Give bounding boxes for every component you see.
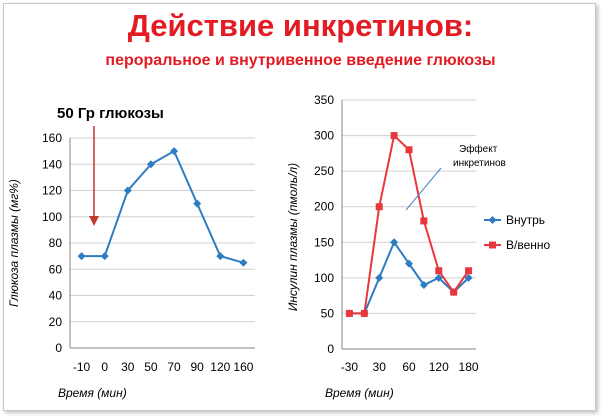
insulin-oral-point <box>405 259 413 268</box>
glucose-y-tick: 100 <box>42 210 62 224</box>
insulin-iv-point <box>450 288 458 296</box>
insulin-iv-point <box>360 309 368 317</box>
glucose-x-tick: 70 <box>167 360 181 374</box>
glucose-y-axis-title: Глюкоза плазмы (мг%) <box>7 179 21 307</box>
insulin-y-tick: 150 <box>314 235 334 249</box>
insulin-annotation-callout <box>405 167 442 211</box>
insulin-y-tick: 100 <box>314 271 334 285</box>
insulin-oral-point <box>434 273 443 282</box>
insulin-iv-point <box>435 267 443 275</box>
insulin-y-tick: 300 <box>314 129 334 143</box>
glucose-y-tick: 60 <box>49 262 63 276</box>
insulin-y-tick: 200 <box>314 200 334 214</box>
insulin-x-axis-title: Время (мин) <box>325 386 394 400</box>
insulin-iv-point <box>420 217 428 225</box>
insulin-iv-point <box>375 203 383 211</box>
glucose-point <box>77 252 86 261</box>
glucose-x-axis-title: Время (мин) <box>58 386 127 400</box>
insulin-y-tick: 250 <box>314 164 334 178</box>
glucose-point <box>216 252 225 261</box>
insulin-oral-point <box>464 273 473 282</box>
glucose-y-tick: 80 <box>49 236 63 250</box>
insulin-y-tick: 50 <box>321 306 335 320</box>
glucose-arrow-head <box>89 216 99 226</box>
insulin-x-tick: 60 <box>402 360 416 374</box>
insulin-y-tick: 350 <box>314 93 334 107</box>
glucose-point <box>239 258 248 267</box>
glucose-point <box>170 147 179 156</box>
insulin-x-tick: 180 <box>459 360 479 374</box>
glucose-y-tick: 40 <box>49 289 63 303</box>
insulin-y-axis-title: Инсулин плазмы (пмоль/л) <box>286 163 300 311</box>
insulin-annotation-line-1: Эффект <box>459 143 498 155</box>
glucose-y-tick: 120 <box>42 184 62 198</box>
glucose-point <box>123 186 132 195</box>
glucose-point <box>193 199 202 208</box>
glucose-y-tick: 0 <box>55 341 62 355</box>
glucose-x-tick: -10 <box>73 360 91 374</box>
glucose-y-tick: 20 <box>49 315 63 329</box>
glucose-point <box>146 160 155 169</box>
insulin-iv-line <box>349 133 470 315</box>
legend-iv-swatch-marker <box>489 241 496 249</box>
glucose-y-tick: 140 <box>42 157 62 171</box>
slide-subtitle: пероральное и внутривенное введение глюк… <box>105 52 496 69</box>
slide-title: Действие инкретинов: <box>127 8 474 43</box>
insulin-x-tick: 30 <box>373 360 387 374</box>
insulin-oral-point <box>419 280 428 289</box>
glucose-x-tick: 50 <box>144 360 158 374</box>
glucose-x-tick: 0 <box>101 360 108 374</box>
slide-frame <box>3 3 596 411</box>
insulin-iv-point <box>345 309 353 317</box>
glucose-series-line <box>81 149 244 264</box>
insulin-x-tick: -30 <box>341 360 359 374</box>
glucose-x-tick: 30 <box>121 360 135 374</box>
legend-oral-label: Внутрь <box>506 213 545 227</box>
glucose-point <box>100 252 109 261</box>
insulin-annotation-line-2: инкретинов <box>453 158 506 169</box>
insulin-iv-point <box>465 267 473 275</box>
insulin-y-tick: 0 <box>327 342 334 356</box>
glucose-x-tick: 120 <box>210 360 230 374</box>
glucose-annotation: 50 Гр глюкозы <box>57 105 164 122</box>
insulin-oral-point <box>390 238 399 247</box>
insulin-iv-point <box>390 132 398 140</box>
glucose-x-tick: 160 <box>233 360 253 374</box>
legend-iv-label: В/венно <box>506 238 551 252</box>
legend-oral-swatch-marker <box>488 216 497 224</box>
insulin-iv-point <box>405 146 413 154</box>
glucose-y-tick: 160 <box>42 131 62 145</box>
insulin-x-tick: 120 <box>429 360 449 374</box>
glucose-x-tick: 90 <box>191 360 205 374</box>
insulin-oral-point <box>375 273 384 282</box>
